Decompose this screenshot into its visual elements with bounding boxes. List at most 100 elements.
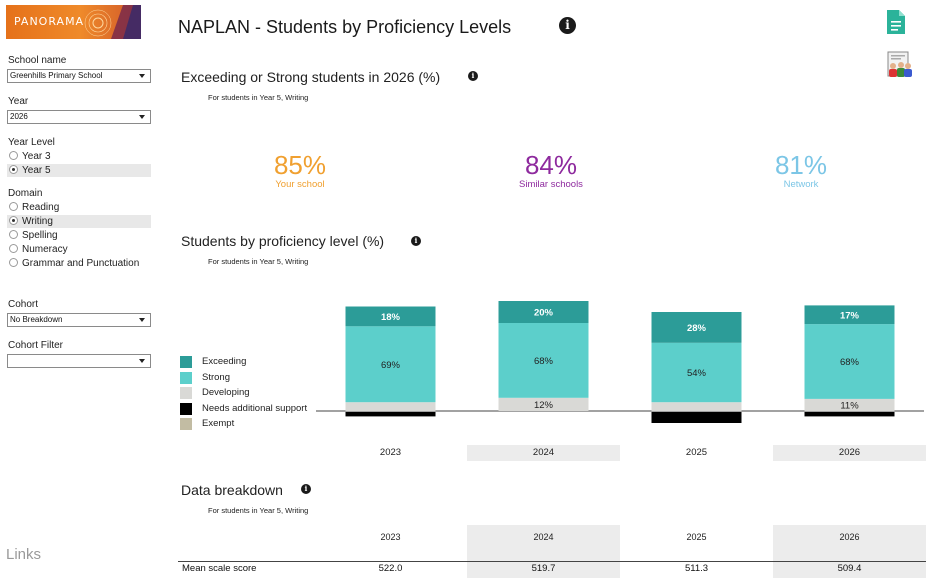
table-header-year: 2026: [839, 532, 860, 542]
radio-label: Spelling: [22, 230, 58, 241]
radio-button-selected[interactable]: [9, 216, 18, 225]
chevron-down-icon: [139, 115, 145, 119]
bar-segment-strong-2026[interactable]: [804, 324, 895, 399]
x-tick-label: 2025: [685, 447, 708, 458]
bar-segment-developing-2023[interactable]: [345, 402, 436, 411]
cohort-select[interactable]: No Breakdown: [7, 313, 151, 327]
info-icon[interactable]: i: [411, 236, 421, 246]
filter-sidebar: PANORAMA School name Greenhills Primary …: [0, 0, 160, 578]
page-title: NAPLAN - Students by Proficiency Levels: [178, 17, 512, 37]
cohort-filter-select[interactable]: [7, 354, 151, 368]
cohort-value: No Breakdown: [10, 315, 63, 324]
bar-segment-exceeding-2026[interactable]: [804, 305, 895, 325]
kpi-your-school: 85% Your school: [230, 150, 370, 190]
radio-button[interactable]: [9, 244, 18, 253]
cohort-label: Cohort: [8, 299, 39, 310]
bar-segment-exceeding-2024[interactable]: [498, 301, 589, 323]
table-cell: 522.0: [378, 563, 403, 574]
info-icon[interactable]: i: [468, 71, 478, 81]
x-tick-label: 2023: [379, 447, 402, 458]
legend-swatch: [180, 403, 192, 415]
bar-segment-strong-2025[interactable]: [651, 342, 742, 403]
radio-button[interactable]: [9, 202, 18, 211]
bar-segment-needs-additional-support-2023[interactable]: [345, 412, 436, 417]
bar-segment-developing-2025[interactable]: [651, 402, 742, 411]
bar-segment-developing-2024[interactable]: [498, 397, 589, 411]
legend-swatch: [180, 387, 192, 399]
info-icon[interactable]: i: [559, 17, 576, 34]
radio-label: Year 5: [22, 165, 51, 176]
data-label-exceeding-2023: 18%: [381, 312, 401, 323]
bar-segment-strong-2023[interactable]: [345, 326, 436, 403]
legend-swatch: [180, 418, 192, 430]
breakdown-note: For students in Year 5, Writing: [208, 506, 309, 515]
x-tick-label: 2026: [773, 445, 926, 461]
data-label-exceeding-2025: 28%: [687, 323, 707, 334]
data-label-developing-2026: 11%: [840, 400, 859, 411]
legend-label: Exempt: [202, 418, 235, 429]
radio-label: Year 3: [22, 151, 51, 162]
logo-text: PANORAMA: [14, 15, 85, 28]
bar-segment-needs-additional-support-2025[interactable]: [651, 412, 742, 423]
school-name-select[interactable]: Greenhills Primary School: [7, 69, 151, 83]
table-header-year: 2023: [380, 532, 401, 542]
school-name-label: School name: [8, 55, 67, 66]
proficiency-note: For students in Year 5, Writing: [208, 257, 309, 266]
radio-button[interactable]: [9, 230, 18, 239]
table-cell: 511.3: [684, 563, 709, 574]
school-name-value: Greenhills Primary School: [10, 71, 103, 80]
legend-label: Needs additional support: [202, 403, 308, 414]
document-export-icon[interactable]: [885, 9, 907, 35]
links-label[interactable]: Links: [6, 546, 42, 563]
year-label: Year: [8, 96, 29, 107]
table-cell: 519.7: [531, 563, 556, 574]
data-label-strong-2025: 54%: [687, 368, 707, 379]
data-label-strong-2024: 68%: [534, 356, 554, 367]
kpi-label: Similar schools: [519, 179, 583, 190]
data-label-exceeding-2026: 17%: [840, 310, 860, 321]
table-divider: [178, 561, 926, 562]
domain-option-spelling[interactable]: Spelling: [7, 229, 151, 242]
panorama-logo[interactable]: PANORAMA: [6, 5, 141, 39]
year-level-label: Year Level: [8, 137, 55, 148]
domain-label: Domain: [8, 188, 43, 199]
domain-option-numeracy[interactable]: Numeracy: [7, 243, 151, 256]
domain-option-writing[interactable]: Writing: [7, 215, 151, 228]
radio-button-selected[interactable]: [9, 165, 18, 174]
kpi-value: 85%: [273, 150, 327, 180]
breakdown-title: Data breakdown: [181, 482, 283, 498]
radio-button[interactable]: [9, 258, 18, 267]
domain-option-grammar[interactable]: Grammar and Punctuation: [7, 257, 151, 270]
radio-label: Reading: [22, 202, 60, 213]
bar-segment-exceeding-2023[interactable]: [345, 306, 436, 327]
year-value: 2026: [10, 112, 28, 121]
table-row-label: Mean scale score: [182, 563, 257, 574]
x-tick-label: 2024: [467, 445, 620, 461]
radio-button[interactable]: [9, 151, 18, 160]
bar-segment-strong-2024[interactable]: [498, 323, 589, 398]
year-level-option-year-3[interactable]: Year 3: [7, 150, 151, 163]
bar-segment-exceeding-2025[interactable]: [651, 312, 742, 343]
table-column-bg: [467, 525, 620, 578]
radio-label: Writing: [22, 216, 53, 227]
legend-label: Developing: [202, 387, 250, 398]
year-select[interactable]: 2026: [7, 110, 151, 124]
chevron-down-icon: [139, 318, 145, 322]
cohort-filter-label: Cohort Filter: [8, 340, 64, 351]
data-label-strong-2026: 68%: [840, 357, 860, 368]
chevron-down-icon: [139, 74, 145, 78]
bar-segment-developing-2026[interactable]: [804, 398, 895, 411]
legend-label: Exceeding: [202, 356, 247, 367]
kpi-value: 84%: [524, 150, 578, 180]
bar-segment-needs-additional-support-2026[interactable]: [804, 412, 895, 417]
domain-option-reading[interactable]: Reading: [7, 201, 151, 214]
people-report-icon[interactable]: [885, 51, 915, 79]
summary-title: Exceeding or Strong students in 2026 (%): [181, 69, 441, 85]
year-level-option-year-5[interactable]: Year 5: [7, 164, 151, 177]
radio-label: Grammar and Punctuation: [22, 258, 140, 269]
kpi-similar-schools: 84% Similar schools: [481, 150, 621, 190]
info-icon[interactable]: i: [301, 484, 311, 494]
chevron-down-icon: [139, 359, 145, 363]
proficiency-title: Students by proficiency level (%): [181, 233, 385, 249]
